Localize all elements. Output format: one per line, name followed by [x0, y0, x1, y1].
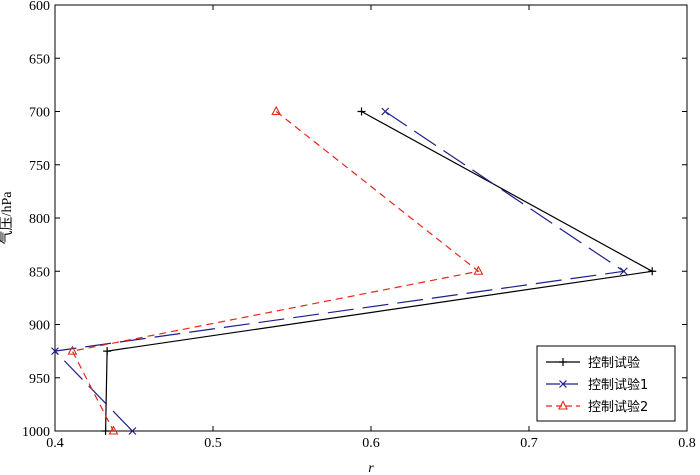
data-point-3 — [108, 425, 119, 435]
data-point-2 — [51, 347, 59, 356]
y-tick-label: 750 — [29, 159, 50, 174]
y-tick-label: 850 — [29, 265, 50, 280]
data-point-3 — [271, 105, 282, 116]
y-tick-label: 700 — [29, 106, 50, 121]
x-tick-label: 0.4 — [46, 436, 64, 451]
x-tick-label: 0.6 — [362, 436, 380, 451]
data-point-2 — [128, 427, 137, 435]
data-point-2 — [619, 267, 628, 276]
y-tick-label: 900 — [29, 319, 50, 334]
x-tick-label: 0.7 — [520, 436, 538, 451]
x-tick-label: 0.5 — [204, 436, 222, 451]
data-point-1 — [103, 347, 112, 356]
series-line-2 — [53, 111, 626, 432]
series-1 — [101, 107, 657, 435]
x-axis-label: r — [368, 461, 374, 475]
series-line-1 — [105, 110, 655, 432]
legend-marker-3 — [558, 400, 568, 410]
y-axis-label: 气压/hPa — [0, 191, 15, 245]
series-3 — [67, 105, 484, 435]
y-tick-label: 600 — [29, 0, 50, 14]
legend-marker-1 — [559, 358, 567, 366]
y-tick-label: 950 — [29, 372, 50, 387]
data-point-3 — [67, 345, 78, 355]
legend-marker-2 — [559, 380, 567, 388]
y-tick-label: 1000 — [22, 425, 50, 440]
data-point-1 — [648, 267, 657, 276]
axis-ticks: 0.4 0.5 0.6 0.7 0.8 600 650 700 750 800 850 900 950 1… — [22, 0, 696, 451]
series-layer — [51, 105, 657, 435]
y-tick-label: 800 — [29, 212, 50, 227]
legend-entry-3: 控制试验2 — [588, 399, 648, 415]
data-point-2 — [381, 107, 390, 116]
data-point-1 — [357, 107, 366, 116]
y-tick-label: 650 — [29, 52, 50, 67]
data-point-3 — [473, 265, 484, 275]
data-point-1 — [101, 427, 110, 435]
x-tick-label: 0.8 — [678, 436, 696, 451]
legend-entry-2: 控制试验1 — [588, 377, 648, 393]
series-2 — [51, 107, 628, 435]
legend-entry-1: 控制试验 — [588, 355, 640, 371]
